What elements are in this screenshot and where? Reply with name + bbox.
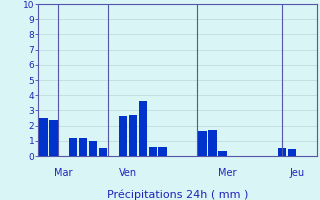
Bar <box>119 116 127 156</box>
Text: Précipitations 24h ( mm ): Précipitations 24h ( mm ) <box>107 189 248 200</box>
Bar <box>69 138 77 156</box>
Bar <box>89 141 97 156</box>
Bar <box>49 120 58 156</box>
Bar <box>208 130 217 156</box>
Text: Ven: Ven <box>119 168 137 178</box>
Bar <box>158 147 167 156</box>
Text: Jeu: Jeu <box>289 168 304 178</box>
Text: Mar: Mar <box>54 168 73 178</box>
Bar <box>99 148 107 156</box>
Bar <box>288 149 296 156</box>
Bar <box>148 147 157 156</box>
Bar <box>198 131 207 156</box>
Bar <box>139 101 147 156</box>
Bar <box>218 151 227 156</box>
Text: Mer: Mer <box>218 168 236 178</box>
Bar <box>39 118 48 156</box>
Bar <box>129 115 137 156</box>
Bar <box>278 148 286 156</box>
Bar <box>79 138 87 156</box>
